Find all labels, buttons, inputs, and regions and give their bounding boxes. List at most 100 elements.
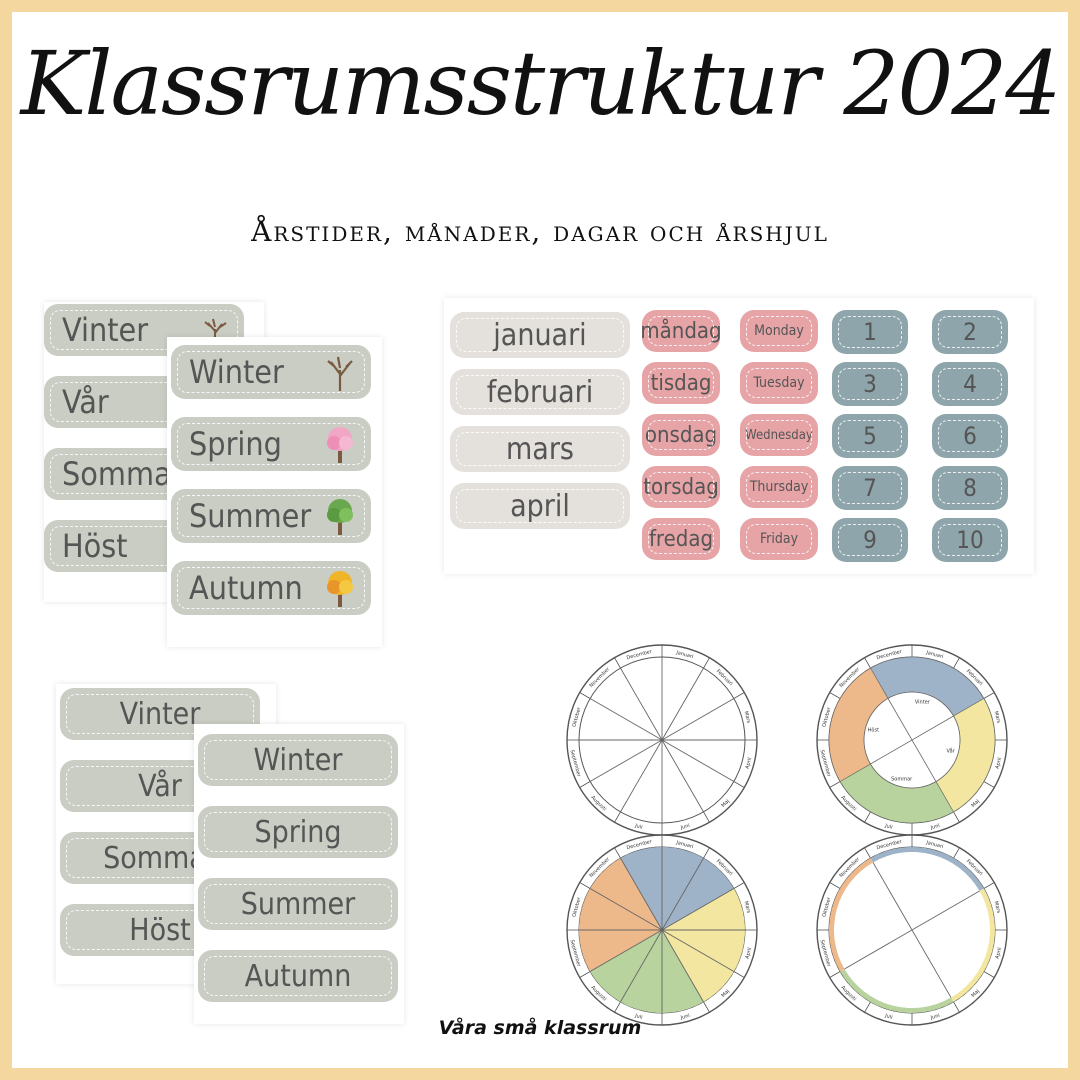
day-card: Thursday bbox=[740, 466, 818, 508]
year-wheel-season-arcs: JanuariFebruariMarsAprilMajJuniJuliAugus… bbox=[816, 834, 1008, 1026]
wheel-month-label: Juli bbox=[633, 1013, 643, 1021]
wheel-spoke bbox=[589, 929, 663, 972]
wheel-season-label: Sommar bbox=[891, 777, 913, 783]
season-label: Höst bbox=[129, 912, 191, 948]
number-card: 9 bbox=[832, 518, 908, 562]
seasons-en-sheet: Winter Spring Summer Autumn bbox=[167, 337, 382, 647]
month-label: februari bbox=[486, 374, 594, 410]
wheel-month-label: April bbox=[745, 757, 754, 770]
wheel-month-label: Maj bbox=[970, 798, 980, 808]
wheel-spoke bbox=[661, 929, 704, 1003]
season-card: Summer bbox=[198, 878, 398, 930]
wheel-tick bbox=[733, 882, 745, 889]
wheel-tick bbox=[829, 692, 841, 699]
number-card: 3 bbox=[832, 362, 908, 406]
season-pie-segment bbox=[579, 858, 662, 972]
day-card: tisdag bbox=[642, 362, 720, 404]
wheel-tick bbox=[579, 882, 591, 889]
day-label: måndag bbox=[640, 318, 722, 344]
bare-tree-icon bbox=[327, 356, 353, 391]
month-label: april bbox=[510, 488, 570, 524]
page-subtitle: Årstider, månader, dagar och årshjul bbox=[251, 215, 829, 248]
wheel-tick bbox=[864, 1001, 871, 1013]
wheel-tick bbox=[829, 781, 841, 788]
number-label: 6 bbox=[963, 422, 977, 450]
wheel-spoke bbox=[661, 929, 735, 972]
wheel-tick bbox=[579, 781, 591, 788]
day-card: torsdag bbox=[642, 466, 720, 508]
number-label: 3 bbox=[863, 370, 877, 398]
wheel-spoke bbox=[661, 698, 735, 741]
autumn-tree-icon bbox=[327, 571, 353, 607]
day-label: tisdag bbox=[650, 370, 712, 396]
wheel-tick bbox=[614, 811, 621, 823]
wheel-month-label: Mars bbox=[743, 711, 752, 725]
season-arc bbox=[829, 858, 873, 972]
season-card: Winter bbox=[171, 345, 371, 399]
number-label: 8 bbox=[963, 474, 977, 502]
day-label: Thursday bbox=[749, 479, 809, 495]
year-wheel-blank: JanuariFebruariMarsAprilMajJuniJuliAugus… bbox=[566, 644, 758, 836]
number-label: 5 bbox=[863, 422, 877, 450]
season-label: Vinter bbox=[62, 311, 149, 349]
wheel-month-label: Mars bbox=[993, 901, 1002, 915]
wheel-month-label: Juli bbox=[633, 823, 643, 831]
season-arc bbox=[870, 847, 984, 891]
wheel-month-label: Oktober bbox=[571, 896, 582, 918]
day-label: fredag bbox=[648, 526, 714, 552]
wheel-month-label: Juli bbox=[883, 823, 893, 831]
wheel-spoke bbox=[661, 739, 735, 782]
day-card: måndag bbox=[640, 310, 722, 352]
wheel-tick bbox=[614, 847, 621, 859]
wheel-month-label: April bbox=[745, 947, 754, 960]
number-card: 10 bbox=[932, 518, 1008, 562]
wheel-month-label: Januari bbox=[675, 840, 694, 851]
wheel-tick bbox=[983, 781, 995, 788]
wheel-tick bbox=[579, 692, 591, 699]
day-card: Wednesday bbox=[740, 414, 818, 456]
wheel-spoke bbox=[589, 698, 663, 741]
wheel-month-label: Mars bbox=[993, 711, 1002, 725]
wheel-tick bbox=[953, 1001, 960, 1013]
wheel-quarter-line bbox=[870, 715, 954, 765]
day-card: fredag bbox=[642, 518, 720, 560]
day-label: Friday bbox=[759, 531, 799, 547]
wheel-tick bbox=[579, 971, 591, 978]
season-label: Vår bbox=[138, 768, 182, 804]
wheel-spoke bbox=[661, 857, 704, 931]
day-label: Tuesday bbox=[753, 375, 805, 391]
wheel-month-label: Oktober bbox=[821, 706, 832, 728]
product-image: Klassrumsstruktur 2024 Årstider, månader… bbox=[12, 12, 1068, 1068]
wheel-tick bbox=[733, 781, 745, 788]
number-card: 1 bbox=[832, 310, 908, 354]
wheel-spoke bbox=[620, 739, 663, 813]
day-card: Friday bbox=[740, 518, 818, 560]
wheel-season-label: Vinter bbox=[915, 699, 931, 705]
number-card: 6 bbox=[932, 414, 1008, 458]
wheel-spoke bbox=[589, 739, 663, 782]
number-card: 7 bbox=[832, 466, 908, 510]
wheel-month-label: Januari bbox=[675, 650, 694, 661]
wheel-month-label: Maj bbox=[970, 988, 980, 998]
wheel-tick bbox=[829, 971, 841, 978]
bare-tree-icon bbox=[204, 318, 227, 344]
season-label: Winter bbox=[189, 353, 284, 391]
season-card: Vinter bbox=[60, 688, 260, 740]
season-label: Autumn bbox=[244, 958, 352, 994]
seasons-en-sheet-plain: Winter Spring Summer Autumn bbox=[194, 724, 404, 1024]
wheel-tick bbox=[829, 882, 841, 889]
wheel-spoke bbox=[661, 888, 735, 931]
season-card: Summer bbox=[171, 489, 371, 543]
season-label: Autumn bbox=[189, 569, 303, 607]
wheel-month-label: April bbox=[995, 947, 1004, 960]
wheel-tick bbox=[703, 657, 710, 669]
number-label: 7 bbox=[863, 474, 877, 502]
season-label: Höst bbox=[62, 527, 128, 565]
wheel-spoke bbox=[589, 888, 663, 931]
number-card: 5 bbox=[832, 414, 908, 458]
number-label: 4 bbox=[963, 370, 977, 398]
day-label: Monday bbox=[754, 323, 804, 339]
wheel-tick bbox=[864, 811, 871, 823]
day-label: Wednesday bbox=[745, 427, 813, 443]
number-card: 8 bbox=[932, 466, 1008, 510]
